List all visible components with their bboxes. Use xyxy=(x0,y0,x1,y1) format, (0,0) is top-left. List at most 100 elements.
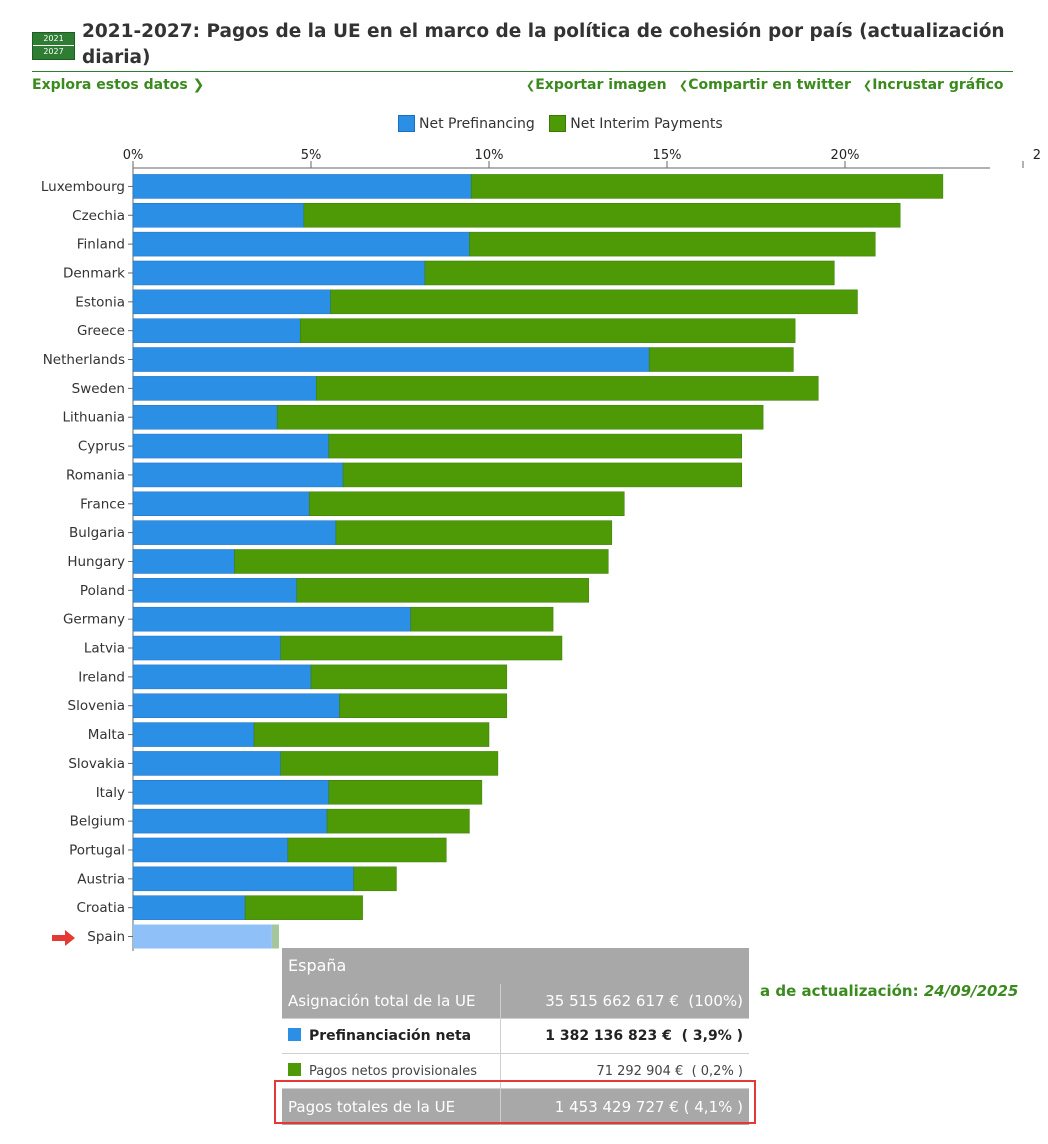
y-category-label: Greece xyxy=(77,323,125,339)
bar-net-prefinancing xyxy=(132,260,426,286)
tooltip-amount: 1 453 429 727 € xyxy=(554,1098,679,1116)
bar-net-prefinancing xyxy=(132,606,411,632)
bar-net-prefinancing xyxy=(133,924,272,949)
tooltip-value: 71 292 904 € ( 0,2% ) xyxy=(500,1054,749,1088)
legend-label-interim: Net Interim Payments xyxy=(570,115,723,132)
y-category-label: Slovenia xyxy=(68,698,125,714)
bar-net-prefinancing xyxy=(132,693,340,718)
bar-net-prefinancing xyxy=(132,722,255,747)
bar-net-interim-payments xyxy=(469,231,876,257)
legend-label-prefinancing: Net Prefinancing xyxy=(419,115,535,132)
y-category-label: Lithuania xyxy=(62,410,125,426)
bar-net-interim-payments xyxy=(244,895,363,920)
export-image-label: Exportar imagen xyxy=(535,77,667,93)
tooltip-percent: (100%) xyxy=(688,992,743,1010)
legend-swatch-prefinancing xyxy=(398,115,415,132)
y-category-label: Luxembourg xyxy=(41,179,125,195)
tooltip-country: España xyxy=(282,948,749,984)
tooltip-value: 35 515 662 617 € (100%) xyxy=(500,984,749,1018)
legend-item-interim[interactable]: Net Interim Payments xyxy=(549,115,723,132)
legend-item-prefinancing[interactable]: Net Prefinancing xyxy=(398,115,535,132)
y-category-label: Estonia xyxy=(75,294,125,310)
update-label: a de actualización: xyxy=(760,982,919,1000)
tooltip-amount: 35 515 662 617 € xyxy=(545,992,679,1010)
logo-top-year: 2021 xyxy=(33,33,74,46)
bar-net-interim-payments xyxy=(328,433,743,459)
bar-net-interim-payments xyxy=(648,347,794,372)
bar-net-interim-payments xyxy=(280,635,563,661)
bar-net-prefinancing xyxy=(132,664,312,690)
y-category-label: Denmark xyxy=(63,265,125,281)
bar-net-interim-payments xyxy=(470,174,944,199)
y-category-label: Italy xyxy=(96,785,125,801)
y-category-label: Germany xyxy=(63,612,125,628)
logo-bottom-year: 2027 xyxy=(43,47,64,56)
tooltip-percent: ( 0,2% ) xyxy=(691,1063,743,1079)
y-category-label: Ireland xyxy=(78,669,125,685)
tooltip-row-total-payments: Pagos totales de la UE 1 453 429 727 € (… xyxy=(282,1089,749,1125)
update-date: 24/09/2025 xyxy=(923,982,1019,1000)
bar-net-interim-payments xyxy=(326,808,470,834)
bar-net-interim-payments xyxy=(342,462,743,488)
bar-net-interim-payments xyxy=(316,376,819,401)
tooltip-highlight-box xyxy=(274,1080,756,1124)
bar-net-interim-payments xyxy=(276,404,764,430)
chevron-icon: ❮ xyxy=(526,79,536,92)
tooltip-label: Pagos netos provisionales xyxy=(282,1063,500,1079)
y-category-label: Slovakia xyxy=(68,756,125,772)
page-title: 2021-2027: Pagos de la UE en el marco de… xyxy=(82,21,1005,68)
bar-net-prefinancing xyxy=(132,866,354,892)
chevron-icon: ❮ xyxy=(863,79,873,92)
y-category-label: Romania xyxy=(66,467,125,483)
bar-net-prefinancing xyxy=(132,635,281,661)
tooltip-value: 1 453 429 727 € ( 4,1% ) xyxy=(500,1089,749,1125)
bar-net-interim-payments xyxy=(335,520,613,545)
bar-net-prefinancing xyxy=(132,289,331,315)
y-category-label: France xyxy=(80,496,125,512)
bar-net-interim-payments xyxy=(424,260,835,286)
bar-net-interim-payments xyxy=(303,203,901,228)
y-category-label: Sweden xyxy=(72,381,125,397)
bar-net-prefinancing xyxy=(132,895,246,920)
bar-net-interim-payments xyxy=(296,578,589,603)
y-category-label: Belgium xyxy=(70,814,125,830)
bar-net-prefinancing xyxy=(132,376,317,401)
bar-net-interim-payments xyxy=(353,866,397,892)
tooltip-row-total-allocation: Asignación total de la UE 35 515 662 617… xyxy=(282,984,749,1019)
tooltip-row-prefinancing: Prefinanciación neta 1 382 136 823 € ( 3… xyxy=(282,1019,749,1054)
bar-net-interim-payments xyxy=(280,751,499,776)
bar-net-prefinancing xyxy=(132,203,305,228)
chevron-icon: ❮ xyxy=(679,79,689,92)
y-category-label: Portugal xyxy=(69,842,125,858)
share-twitter-link[interactable]: ❮Compartir en twitter xyxy=(679,77,851,93)
tooltip-row-interim: Pagos netos provisionales 71 292 904 € (… xyxy=(282,1054,749,1089)
tooltip-amount: 71 292 904 € xyxy=(596,1063,684,1079)
chart-legend: Net Prefinancing Net Interim Payments xyxy=(398,115,733,136)
bar-net-interim-payments xyxy=(308,491,625,517)
y-category-label: Bulgaria xyxy=(69,525,125,541)
bar-net-prefinancing xyxy=(132,433,330,459)
interim-swatch xyxy=(288,1063,301,1076)
explore-data-link[interactable]: Explora estos datos ❯ xyxy=(32,77,205,93)
x-tick-label: 15% xyxy=(653,148,682,163)
tooltip-value: 1 382 136 823 € ( 3,9% ) xyxy=(500,1019,749,1053)
y-category-label: Latvia xyxy=(84,641,125,657)
embed-chart-label: Incrustar gráfico xyxy=(872,77,1004,93)
bar-net-prefinancing xyxy=(132,318,301,343)
title-divider xyxy=(32,71,1013,72)
tooltip-label: Prefinanciación neta xyxy=(282,1028,500,1044)
bar-net-prefinancing xyxy=(132,549,235,574)
export-image-link[interactable]: ❮Exportar imagen xyxy=(526,77,667,93)
bar-net-interim-payments xyxy=(287,837,447,863)
y-category-label: Cyprus xyxy=(78,439,125,455)
bar-net-prefinancing xyxy=(132,751,281,776)
embed-chart-link[interactable]: ❮Incrustar gráfico xyxy=(863,77,1003,93)
x-tick-label: 2 xyxy=(1033,148,1041,163)
y-category-label: Croatia xyxy=(76,900,125,916)
cohesion-logo: 2021 2027 xyxy=(32,32,75,60)
bar-net-prefinancing xyxy=(132,491,310,517)
spain-arrow-icon xyxy=(52,929,76,951)
y-category-label: Austria xyxy=(77,871,125,887)
tooltip-amount: 1 382 136 823 € xyxy=(545,1028,672,1044)
bar-net-prefinancing xyxy=(132,808,328,834)
